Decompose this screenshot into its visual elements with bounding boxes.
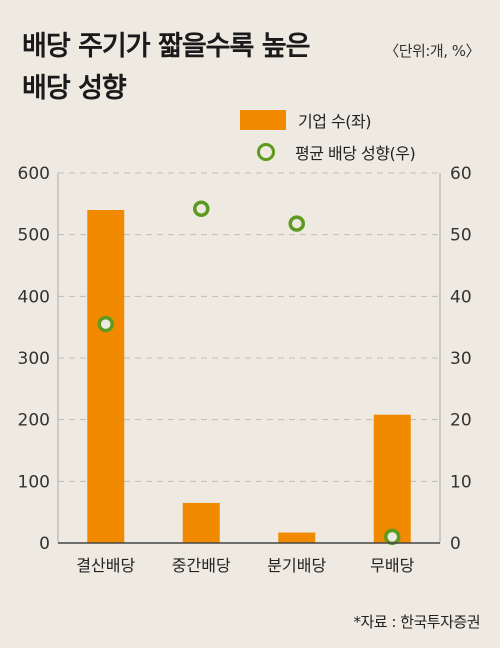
category-label: 분기배당 bbox=[267, 556, 326, 575]
legend-dot-marker bbox=[257, 143, 275, 161]
left-tick-label: 300 bbox=[18, 349, 50, 369]
left-tick-label: 0 bbox=[39, 534, 50, 554]
bar bbox=[278, 532, 316, 543]
category-label: 무배당 bbox=[370, 556, 414, 575]
legend-bar-label: 기업 수(좌) bbox=[298, 112, 371, 131]
grid-layer bbox=[58, 172, 440, 482]
dot-marker bbox=[288, 215, 305, 232]
legend-bar-swatch bbox=[240, 110, 286, 130]
chart-title: 배당 주기가 짧을수록 높은 배당 성향 bbox=[22, 26, 310, 110]
dot-marker bbox=[193, 200, 210, 218]
unit-note: 〈단위:개, %〉 bbox=[384, 42, 480, 60]
left-tick-label: 100 bbox=[18, 472, 50, 492]
right-tick-label: 30 bbox=[450, 349, 472, 369]
bar bbox=[87, 210, 125, 543]
category-label: 중간배당 bbox=[172, 556, 231, 575]
legend-item-dots: 평균 배당 성향(우) bbox=[240, 140, 416, 164]
left-tick-label: 200 bbox=[18, 411, 50, 431]
right-tick-label: 20 bbox=[450, 411, 472, 431]
dot-marker bbox=[97, 315, 114, 333]
source-note: *자료 : 한국투자증권 bbox=[353, 613, 481, 631]
axis-layer: 0 100 200 300 400 500 600 0 10 20 30 40 50 60 결산배당 중간배당… bbox=[18, 164, 472, 575]
bar bbox=[182, 502, 220, 543]
chart-title-line-2: 배당 성향 bbox=[22, 73, 127, 104]
right-tick-label: 10 bbox=[450, 472, 472, 492]
right-tick-label: 60 bbox=[450, 164, 472, 184]
dot-marker bbox=[384, 528, 401, 546]
legend-dot-label: 평균 배당 성향(우) bbox=[295, 144, 416, 163]
right-tick-label: 40 bbox=[450, 287, 472, 307]
legend-item-bars: 기업 수(좌) bbox=[240, 108, 371, 132]
left-tick-label: 400 bbox=[18, 287, 50, 307]
dot-layer bbox=[97, 200, 401, 546]
bar bbox=[373, 414, 411, 543]
bar-layer bbox=[87, 210, 411, 543]
category-label: 결산배당 bbox=[76, 556, 135, 575]
chart-title-line-1: 배당 주기가 짧을수록 높은 bbox=[22, 31, 310, 62]
right-tick-label: 50 bbox=[450, 226, 472, 246]
right-tick-label: 0 bbox=[450, 534, 461, 554]
left-tick-label: 500 bbox=[18, 226, 50, 246]
left-tick-label: 600 bbox=[18, 164, 50, 184]
